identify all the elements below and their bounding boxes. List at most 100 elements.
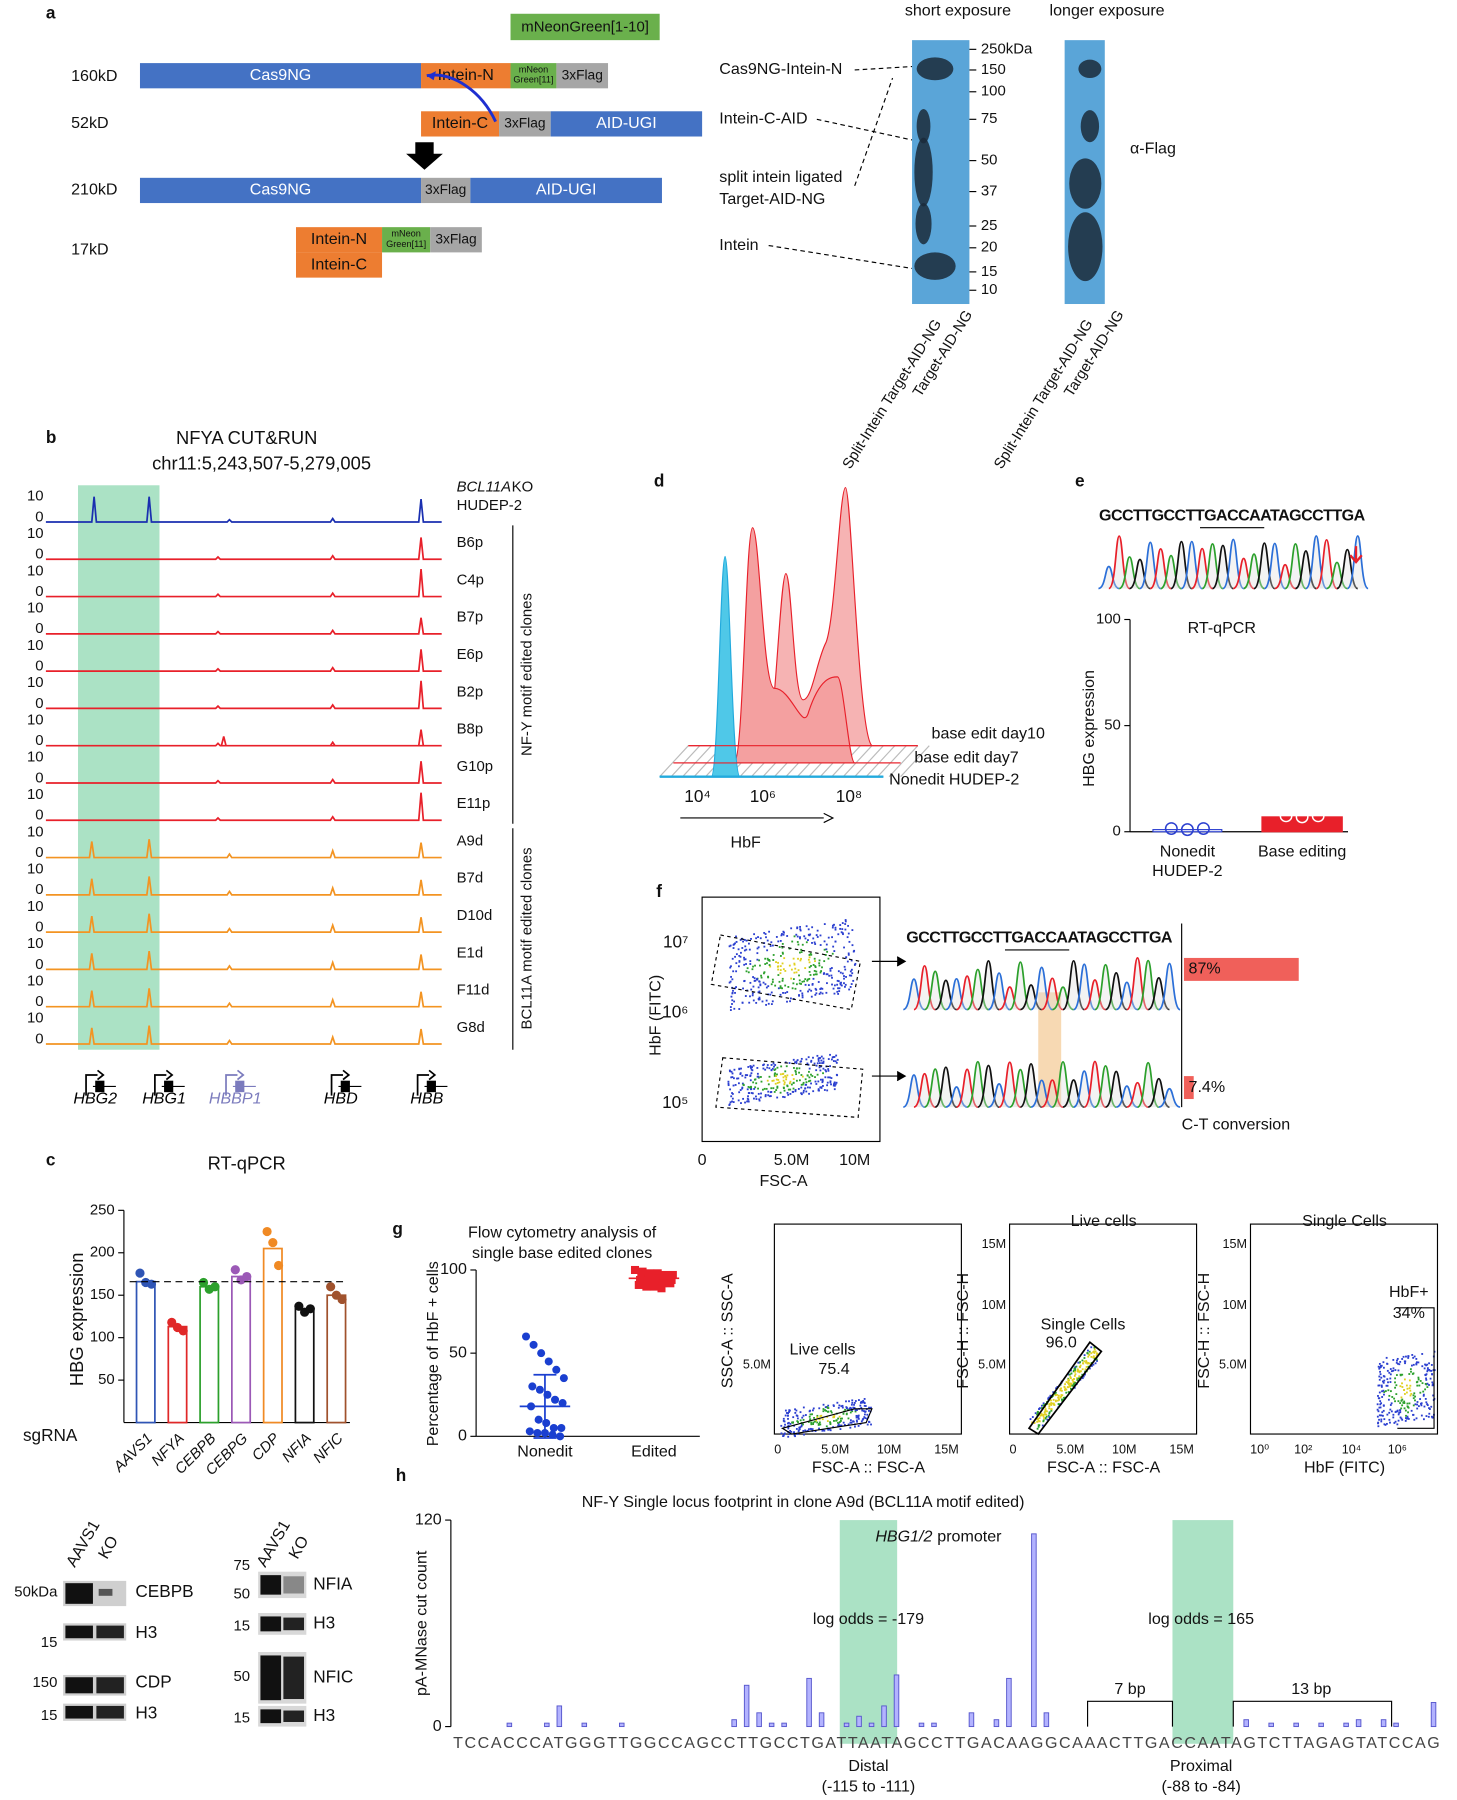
event <box>777 974 780 976</box>
event <box>1081 1368 1084 1371</box>
label: 5.0M <box>978 1358 1006 1372</box>
label: 15 <box>41 1708 58 1724</box>
event <box>839 1424 842 1427</box>
event <box>779 969 782 972</box>
event <box>787 1093 790 1096</box>
event <box>820 987 823 990</box>
event <box>751 1092 754 1095</box>
event <box>1401 1398 1404 1401</box>
event <box>1378 1391 1381 1394</box>
event <box>1430 1364 1433 1366</box>
label: (-88 to -84) <box>1161 1778 1240 1796</box>
down-arrow <box>406 142 443 170</box>
event <box>857 1417 860 1420</box>
event <box>1074 1370 1077 1373</box>
event <box>811 983 814 986</box>
label: log odds = 165 <box>1148 1610 1254 1628</box>
event <box>1431 1383 1434 1386</box>
event <box>846 936 849 939</box>
event <box>732 989 734 992</box>
label: D10d <box>457 908 493 924</box>
event <box>854 1425 856 1428</box>
event <box>796 941 799 943</box>
label: FSC-A :: FSC-A <box>812 1459 926 1477</box>
event <box>843 1423 846 1426</box>
event <box>841 1417 843 1420</box>
event <box>1379 1400 1382 1403</box>
label: Nonedit <box>1160 843 1216 861</box>
point <box>649 1282 658 1291</box>
event <box>788 1433 791 1435</box>
event <box>861 1418 864 1421</box>
event <box>776 1086 779 1089</box>
event <box>1086 1352 1089 1354</box>
event <box>857 1415 859 1418</box>
event <box>1425 1415 1428 1417</box>
event <box>734 955 736 958</box>
event <box>789 1430 792 1432</box>
event <box>849 1406 852 1409</box>
event <box>783 1089 786 1092</box>
event <box>806 1062 809 1065</box>
event <box>1390 1410 1393 1413</box>
event <box>837 933 840 936</box>
label: mNeon <box>519 64 549 74</box>
event <box>837 1417 840 1420</box>
event <box>1036 1412 1039 1414</box>
event <box>745 970 748 973</box>
event <box>800 1093 803 1096</box>
event <box>808 1070 810 1073</box>
label: 5.0M <box>1219 1358 1247 1372</box>
event <box>758 990 761 993</box>
event <box>775 1089 778 1091</box>
event <box>796 935 799 938</box>
event <box>1426 1382 1429 1385</box>
domain <box>499 111 551 137</box>
event <box>827 1069 830 1072</box>
event <box>1070 1383 1073 1386</box>
event <box>778 980 781 983</box>
event <box>1430 1415 1433 1418</box>
event <box>741 1001 744 1004</box>
event <box>818 964 821 967</box>
event <box>749 1075 752 1077</box>
event <box>840 1424 843 1427</box>
point <box>559 1374 568 1383</box>
event <box>783 1432 786 1435</box>
label: 100 <box>90 1330 115 1346</box>
label: HBD <box>324 1089 358 1107</box>
event <box>835 1061 838 1064</box>
event <box>852 1406 855 1409</box>
event <box>840 931 843 934</box>
label: 100 <box>1096 611 1121 627</box>
event <box>798 974 800 977</box>
event <box>1415 1417 1418 1420</box>
event <box>1055 1387 1057 1390</box>
event <box>781 962 784 965</box>
event <box>1401 1386 1404 1388</box>
event <box>768 964 771 966</box>
event <box>1074 1366 1077 1369</box>
event <box>1046 1418 1049 1421</box>
event <box>1410 1392 1413 1395</box>
event <box>821 1078 824 1081</box>
event <box>1416 1384 1419 1387</box>
event <box>800 1083 803 1086</box>
event <box>1416 1403 1419 1406</box>
event <box>1064 1387 1067 1390</box>
event <box>1044 1408 1047 1411</box>
event <box>796 1417 799 1420</box>
event <box>1083 1360 1086 1363</box>
label: NF-Y motif edited clones <box>520 593 536 756</box>
event <box>730 1076 733 1079</box>
event <box>802 1418 805 1421</box>
event <box>1096 1352 1098 1355</box>
event <box>771 978 774 981</box>
event <box>767 1083 770 1086</box>
event <box>731 999 734 1002</box>
highlight <box>839 1520 898 1744</box>
event <box>805 1083 808 1086</box>
label: 10 <box>27 601 44 617</box>
label: 50 <box>98 1372 115 1388</box>
event <box>783 931 785 934</box>
